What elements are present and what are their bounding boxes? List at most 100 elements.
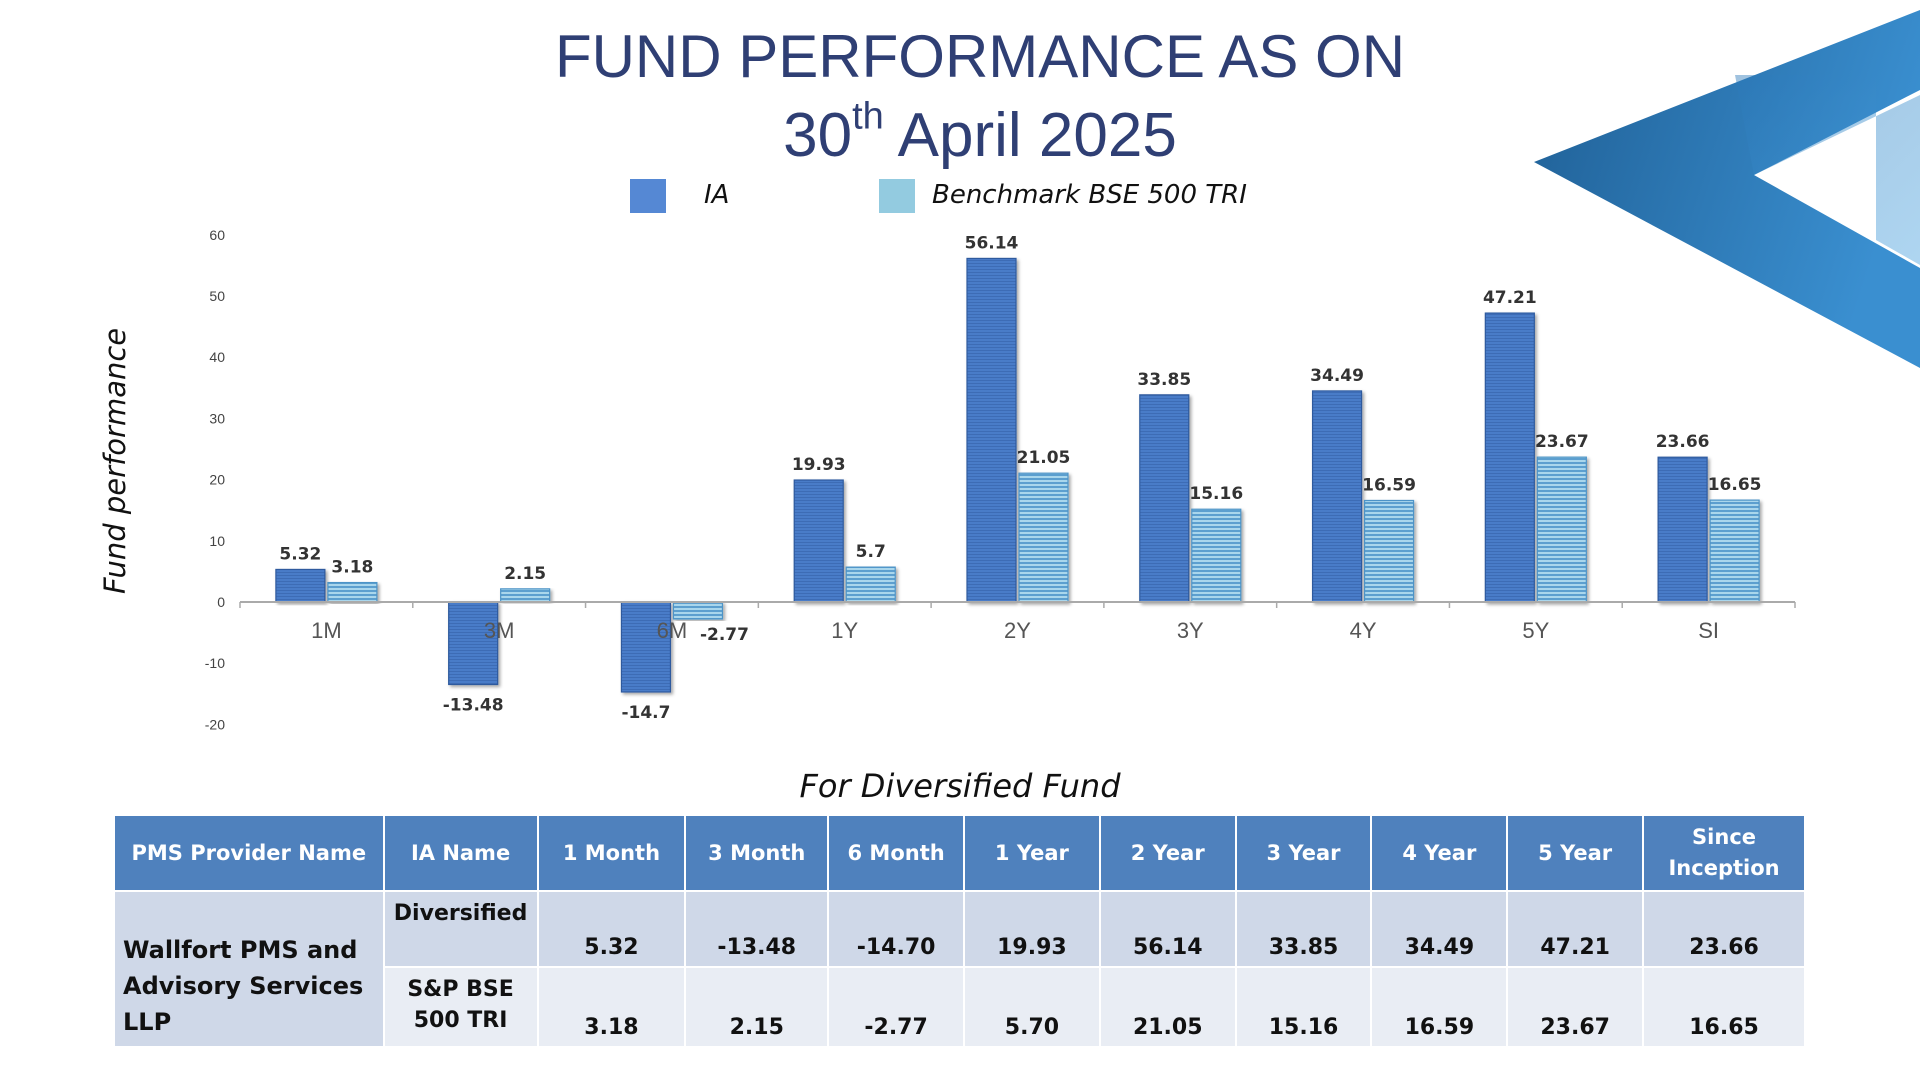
y-tick-label: 20 <box>209 472 225 488</box>
table-cell: 5.32 <box>536 890 687 968</box>
bar-chart: -20 -10 0 10 20 30 40 50 60 1M 3M 6M 1Y 2Y 3Y 4Y 5Y SI 5… <box>205 227 1796 732</box>
table-cell: 5.70 <box>963 966 1101 1048</box>
header-1-year: 1 Year <box>963 814 1101 892</box>
ia-name-cell: Diversified <box>382 890 539 968</box>
data-label: 2.15 <box>504 564 546 584</box>
table-cell: 33.85 <box>1234 890 1373 968</box>
table-cell: 16.59 <box>1370 966 1509 1048</box>
bar-benchmark-si <box>1709 499 1760 603</box>
data-label: 23.66 <box>1656 432 1710 452</box>
x-tick-label: 4Y <box>1350 618 1377 643</box>
title-month-year: April 2025 <box>883 101 1177 170</box>
data-label: 23.67 <box>1535 432 1589 452</box>
bar-ia-si <box>1657 456 1708 603</box>
table-cell: -13.48 <box>684 890 830 968</box>
table-row: Wallfort PMS and Advisory Services LLP D… <box>113 890 1806 1048</box>
data-label: 5.7 <box>856 542 886 562</box>
legend-swatch-benchmark <box>879 179 915 213</box>
table-header-row: PMS Provider Name IA Name 1 Month 3 Mont… <box>113 814 1806 892</box>
y-tick-label: -20 <box>205 716 225 732</box>
y-tick-label: 60 <box>209 227 225 243</box>
bar-benchmark-3y <box>1191 508 1242 603</box>
data-label: 3.18 <box>331 558 373 578</box>
data-label: 5.32 <box>279 544 321 564</box>
table-cell: 56.14 <box>1098 890 1237 968</box>
bar-benchmark-3m <box>500 588 551 603</box>
table-cell: 34.49 <box>1370 890 1509 968</box>
y-tick-label: 40 <box>209 349 225 365</box>
table-cell: 21.05 <box>1098 966 1237 1048</box>
x-tick-label: 3Y <box>1177 618 1204 643</box>
data-label: 34.49 <box>1310 366 1364 386</box>
table-row: S&P BSE 500 TRI 3.18 2.15 -2.77 5.70 21.… <box>114 966 1806 1048</box>
bar-benchmark-5y <box>1536 456 1587 603</box>
y-tick-label: 30 <box>209 410 225 426</box>
data-label: 33.85 <box>1137 370 1191 390</box>
bar-ia-6m <box>620 601 672 693</box>
bar-benchmark-1m <box>327 581 378 603</box>
header-2-year: 2 Year <box>1098 814 1237 892</box>
performance-table: PMS Provider Name IA Name 1 Month 3 Mont… <box>113 814 1806 1048</box>
header-provider: PMS Provider Name <box>113 814 385 892</box>
legend-label-benchmark: Benchmark BSE 500 TRI <box>932 180 1247 210</box>
decorative-arrow-shape <box>1534 10 1920 368</box>
y-axis-label: Fund performance <box>98 327 132 594</box>
header-1-month: 1 Month <box>536 814 687 892</box>
bar-ia-4y <box>1311 390 1363 603</box>
table-cell: -2.77 <box>827 966 966 1048</box>
bar-benchmark-2y <box>1018 472 1069 603</box>
x-tick-label: 3M <box>484 618 515 643</box>
bar-ia-3m <box>448 601 499 686</box>
x-tick-label: 2Y <box>1004 618 1031 643</box>
bar-benchmark-4y <box>1363 499 1415 603</box>
table-cell: 2.15 <box>684 966 830 1048</box>
bar-benchmark-1y <box>845 566 896 603</box>
bar-ia-5y <box>1484 312 1535 603</box>
y-tick-label: -10 <box>205 655 225 671</box>
bar-ia-3y <box>1139 394 1190 603</box>
table-cell: 15.16 <box>1234 966 1373 1048</box>
data-label: 47.21 <box>1483 288 1537 308</box>
data-label: 15.16 <box>1189 484 1243 504</box>
header-4-year: 4 Year <box>1370 814 1509 892</box>
table-cell: 16.65 <box>1642 966 1806 1048</box>
x-tick-label: 1M <box>311 618 342 643</box>
data-label: 56.14 <box>965 233 1019 253</box>
table-cell: 47.21 <box>1506 890 1645 968</box>
x-tick-label: 5Y <box>1522 618 1549 643</box>
legend-label-ia: IA <box>704 180 730 210</box>
header-ia-name: IA Name <box>382 814 539 892</box>
data-label: -14.7 <box>621 703 670 723</box>
header-since-inception: Since Inception <box>1642 814 1806 892</box>
x-tick-label: 6M <box>657 618 688 643</box>
data-label: 16.59 <box>1362 475 1416 495</box>
data-label: -13.48 <box>443 695 504 715</box>
data-label: 16.65 <box>1708 475 1762 495</box>
header-3-month: 3 Month <box>684 814 830 892</box>
title-day: 30 <box>783 101 853 170</box>
header-6-month: 6 Month <box>827 814 966 892</box>
header-3-year: 3 Year <box>1234 814 1373 892</box>
bar-ia-1y <box>793 479 844 603</box>
data-label: 21.05 <box>1017 448 1071 468</box>
legend-swatch-ia <box>630 179 666 213</box>
data-label: 19.93 <box>792 455 846 475</box>
table-cell: -14.70 <box>827 890 966 968</box>
ia-name-cell: S&P BSE 500 TRI <box>382 966 539 1048</box>
table-cell: 23.66 <box>1642 890 1806 968</box>
table-subtitle: For Diversified Fund <box>799 767 1121 805</box>
bar-ia-1m <box>275 568 326 603</box>
x-tick-label: 1Y <box>831 618 858 643</box>
header-5-year: 5 Year <box>1506 814 1645 892</box>
y-tick-label: 10 <box>209 533 225 549</box>
table-cell: 23.67 <box>1506 966 1645 1048</box>
page-title-date: 30th April 2025 <box>0 98 1920 171</box>
y-tick-label: 0 <box>217 594 225 610</box>
y-tick-label: 50 <box>209 288 225 304</box>
x-tick-label: SI <box>1698 618 1719 643</box>
table-cell: 19.93 <box>963 890 1101 968</box>
data-label: -2.77 <box>700 625 749 645</box>
page-title: FUND PERFORMANCE AS ON <box>554 23 1406 90</box>
title-day-suffix: th <box>852 95 884 138</box>
bar-benchmark-6m <box>672 601 724 620</box>
